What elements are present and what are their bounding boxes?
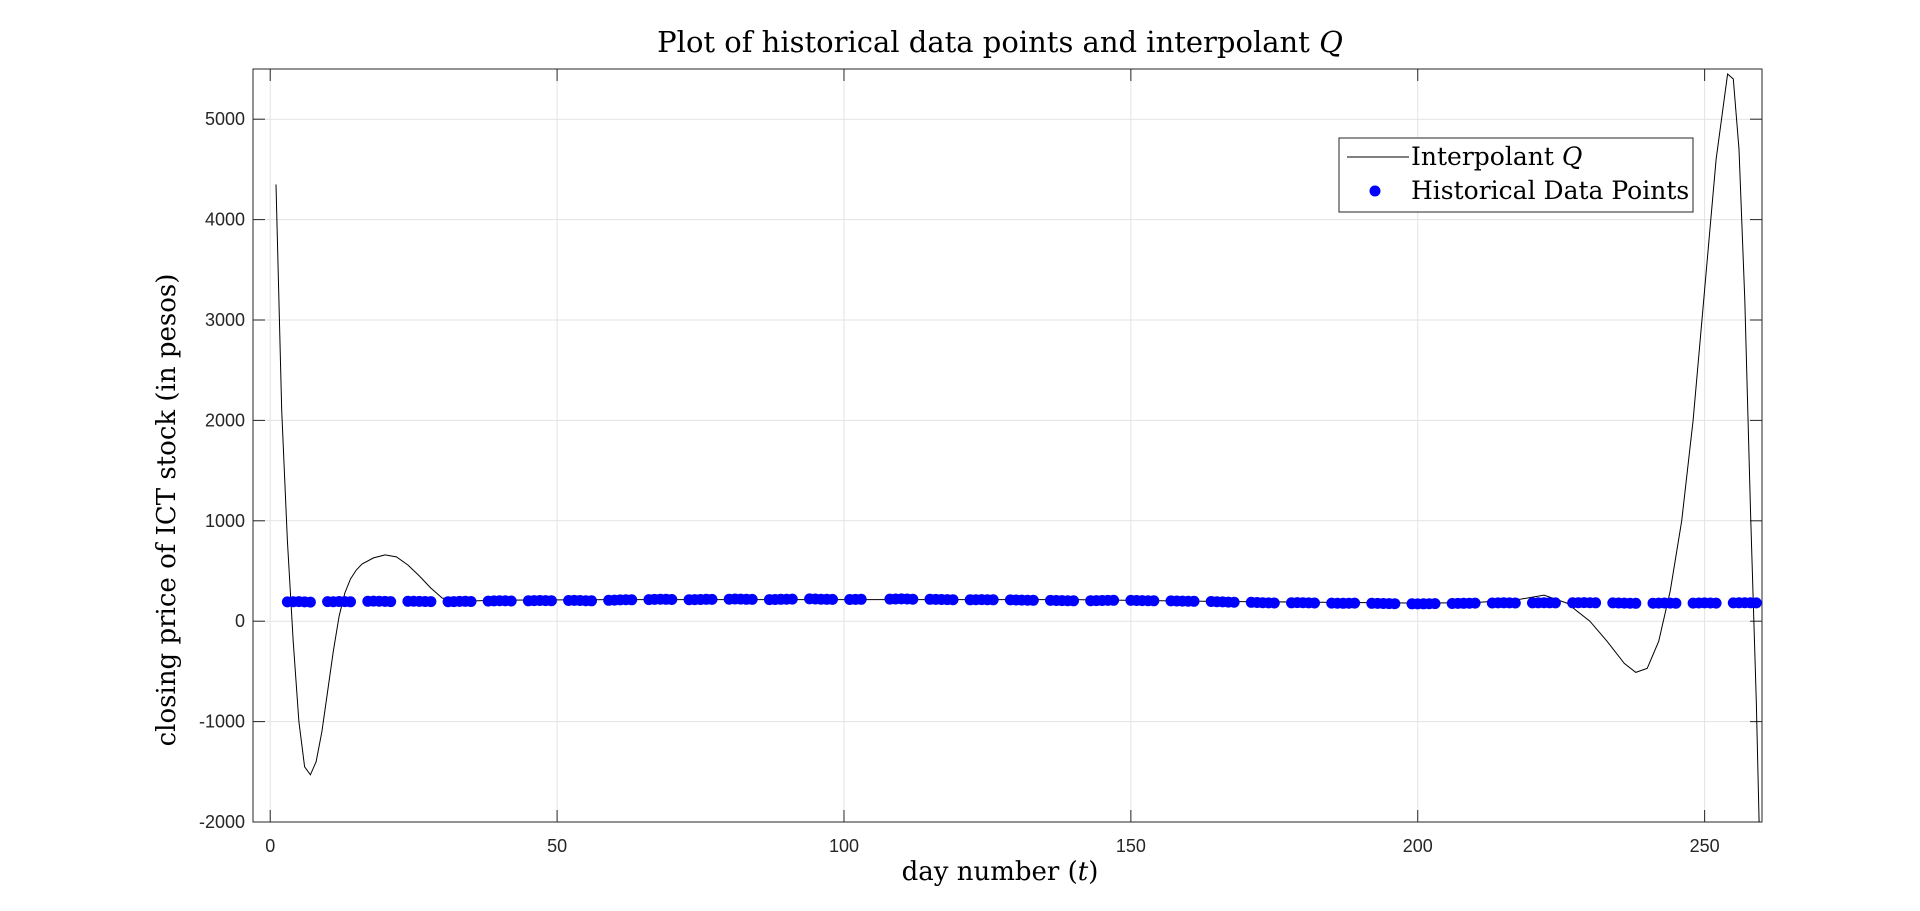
plot-points <box>281 593 1762 610</box>
historical-data-point <box>1228 596 1240 608</box>
axis-ticks: 0 50 100 150 200 250 -2000 -1000 0 1000 2000 3000 40… <box>199 69 1762 856</box>
y-tick-label: 2000 <box>205 410 245 430</box>
historical-data-point <box>786 593 798 605</box>
historical-data-point <box>626 594 638 606</box>
x-axis-label: day number (t) <box>902 857 1099 887</box>
legend-box <box>1338 137 1694 213</box>
x-tick-label: 200 <box>1403 836 1433 856</box>
legend-entry-label: Historical Data Points <box>1411 176 1689 205</box>
historical-data-point <box>1108 594 1120 606</box>
historical-data-point <box>1630 597 1642 609</box>
historical-data-point <box>1469 597 1481 609</box>
plot-lines <box>275 73 1760 823</box>
historical-data-point <box>1509 597 1521 609</box>
historical-data-point <box>345 596 356 608</box>
historical-data-point <box>1549 597 1561 609</box>
historical-data-point <box>1188 595 1200 607</box>
legend-marker-swatch <box>1369 185 1381 197</box>
y-tick-label: 0 <box>235 611 245 631</box>
historical-data-point <box>1670 597 1682 609</box>
y-axis-label: closing price of ICT stock (in pesos) <box>152 274 182 747</box>
historical-data-point <box>1268 597 1280 609</box>
grid <box>253 69 1762 823</box>
historical-data-point <box>666 594 678 605</box>
x-tick-label: 100 <box>829 836 859 856</box>
historical-data-point <box>1027 594 1039 606</box>
x-tick-label: 150 <box>1116 836 1146 856</box>
y-tick-label: 3000 <box>205 310 245 330</box>
historical-data-point <box>1750 597 1762 609</box>
historical-data-point <box>1349 597 1361 609</box>
historical-data-point <box>1590 597 1602 609</box>
historical-data-point <box>706 593 718 605</box>
chart-title: Plot of historical data points and inter… <box>657 25 1343 59</box>
historical-data-point <box>1389 598 1401 610</box>
historical-data-point <box>505 595 517 607</box>
y-tick-label: 1000 <box>205 511 245 531</box>
historical-data-point <box>855 593 867 605</box>
historical-data-point <box>1148 595 1160 607</box>
x-tick-label: 250 <box>1690 836 1720 856</box>
historical-data-point <box>827 593 838 605</box>
interpolant-q-line <box>275 73 1760 823</box>
historical-data-point <box>304 596 316 608</box>
historical-data-point <box>465 596 477 607</box>
x-tick-label: 50 <box>547 836 567 856</box>
historical-data-point <box>545 595 557 607</box>
historical-data-point <box>947 594 959 606</box>
historical-data-point <box>1429 598 1441 610</box>
historical-data-point <box>385 596 397 608</box>
historical-data-point <box>1309 597 1320 609</box>
y-tick-label: 4000 <box>205 210 245 230</box>
x-tick-label: 0 <box>265 836 275 856</box>
historical-data-point <box>907 593 919 605</box>
historical-data-point <box>586 595 597 607</box>
y-tick-label: 5000 <box>205 109 245 129</box>
historical-data-point <box>1710 597 1722 609</box>
historical-data-point <box>746 593 758 605</box>
historical-data-point <box>425 596 437 608</box>
legend: Interpolant Q Historical Data Points <box>1338 137 1694 213</box>
y-tick-label: -1000 <box>199 712 245 732</box>
plot-area <box>252 68 1763 823</box>
y-tick-label: -2000 <box>199 812 245 832</box>
historical-data-point <box>987 594 999 606</box>
legend-entry-label: Interpolant Q <box>1411 142 1582 171</box>
historical-data-point <box>1068 595 1079 607</box>
